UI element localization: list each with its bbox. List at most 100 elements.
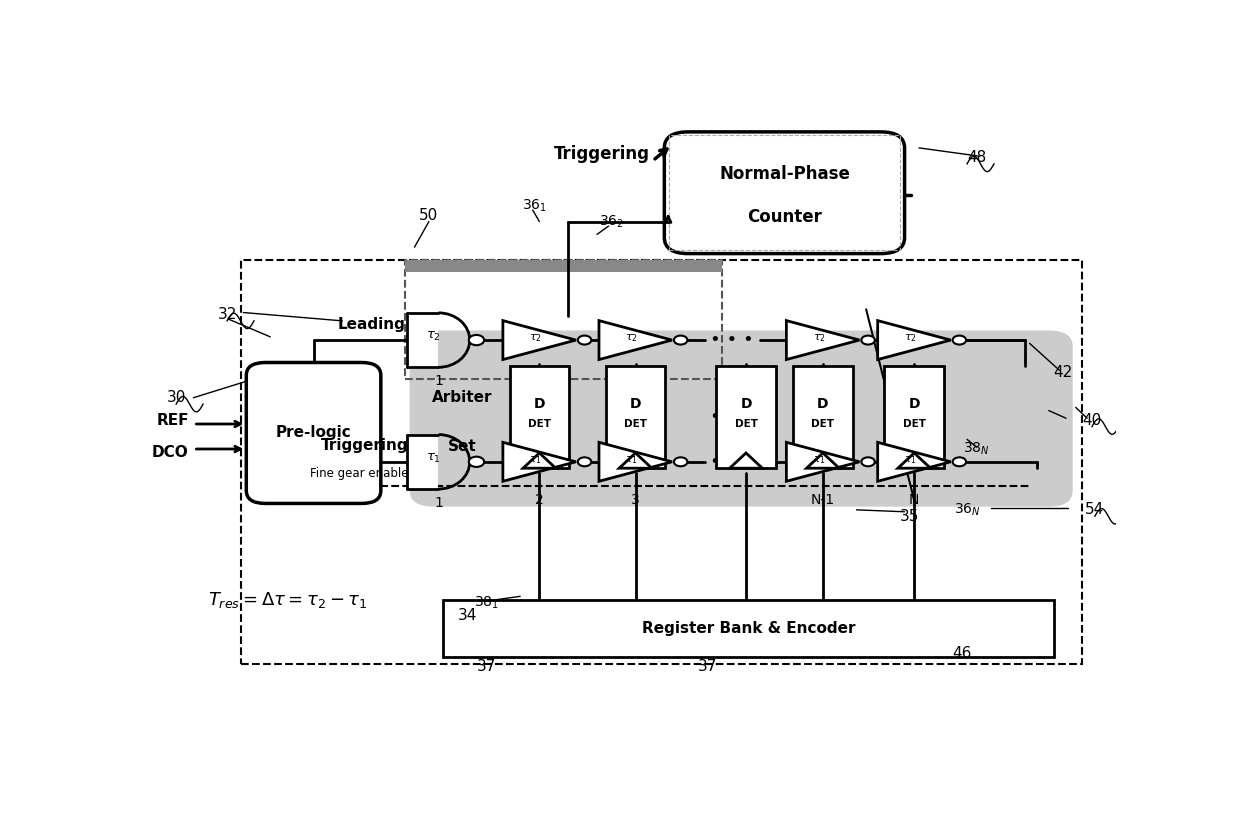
Polygon shape — [599, 320, 672, 359]
Text: Fine gear enable: Fine gear enable — [310, 467, 409, 480]
Bar — [884, 366, 944, 468]
Text: Triggering: Triggering — [554, 146, 650, 163]
Text: Normal-Phase: Normal-Phase — [719, 166, 849, 184]
Polygon shape — [898, 453, 930, 468]
Text: 3: 3 — [631, 493, 640, 508]
Polygon shape — [806, 453, 839, 468]
Bar — [404, 260, 722, 379]
Text: 2: 2 — [534, 493, 544, 508]
Text: 37: 37 — [698, 659, 717, 674]
Bar — [407, 434, 439, 489]
Text: $T_{res} = \Delta\tau = \tau_2 - \tau_1$: $T_{res} = \Delta\tau = \tau_2 - \tau_1$ — [208, 590, 367, 610]
Text: $\tau_1$: $\tau_1$ — [812, 454, 826, 466]
Text: $\tau_1$: $\tau_1$ — [529, 454, 542, 466]
Text: 30: 30 — [166, 390, 186, 405]
Circle shape — [469, 457, 484, 467]
Text: 37: 37 — [477, 659, 496, 674]
Text: 54: 54 — [1085, 503, 1105, 518]
Text: 48: 48 — [967, 150, 986, 165]
Circle shape — [862, 335, 874, 344]
Text: D: D — [740, 397, 751, 411]
Text: $\tau_2$: $\tau_2$ — [529, 332, 542, 344]
Bar — [242, 260, 1083, 664]
Text: D: D — [909, 397, 920, 411]
Text: $38_2$: $38_2$ — [614, 383, 639, 399]
Polygon shape — [786, 320, 859, 359]
Text: 2: 2 — [534, 372, 544, 385]
Circle shape — [578, 335, 591, 344]
Text: 35: 35 — [900, 508, 919, 524]
Circle shape — [952, 335, 966, 344]
Text: 40: 40 — [1083, 413, 1101, 428]
Circle shape — [675, 335, 687, 344]
Polygon shape — [619, 453, 652, 468]
Text: • • •: • • • — [709, 453, 754, 471]
Text: D: D — [533, 397, 546, 411]
Text: N: N — [909, 372, 919, 385]
Text: 46: 46 — [952, 646, 972, 661]
Circle shape — [952, 458, 966, 466]
Polygon shape — [523, 453, 556, 468]
Text: DCO: DCO — [151, 444, 188, 460]
Text: 32: 32 — [217, 307, 237, 322]
Text: $\tau_1$: $\tau_1$ — [427, 452, 441, 464]
Bar — [605, 366, 666, 468]
Text: N: N — [909, 493, 919, 508]
Text: Triggering: Triggering — [321, 438, 408, 453]
Polygon shape — [878, 320, 951, 359]
Text: 34: 34 — [458, 608, 477, 623]
Text: DET: DET — [528, 419, 551, 429]
Bar — [444, 600, 1054, 657]
Text: $\tau_2$: $\tau_2$ — [904, 332, 916, 344]
Text: 1: 1 — [434, 374, 443, 389]
Text: DET: DET — [624, 419, 647, 429]
Text: Leading: Leading — [337, 316, 405, 332]
Bar — [404, 260, 722, 271]
Text: REF: REF — [156, 414, 188, 428]
Text: $\tau_2$: $\tau_2$ — [812, 332, 826, 344]
Text: N-1: N-1 — [811, 372, 835, 385]
Text: Arbiter: Arbiter — [433, 390, 492, 405]
Bar — [794, 366, 853, 468]
Circle shape — [469, 335, 484, 345]
Text: $\tau_1$: $\tau_1$ — [904, 454, 916, 466]
Text: $36_N$: $36_N$ — [954, 502, 981, 518]
Polygon shape — [503, 320, 575, 359]
Bar — [510, 366, 569, 468]
Text: N-1: N-1 — [811, 493, 835, 508]
Polygon shape — [729, 453, 763, 468]
Circle shape — [675, 458, 687, 466]
Bar — [670, 135, 900, 250]
Text: $38_N$: $38_N$ — [963, 441, 990, 458]
Circle shape — [578, 458, 591, 466]
Text: Set: Set — [448, 439, 477, 454]
Text: $38_1$: $38_1$ — [474, 595, 498, 611]
Text: D: D — [630, 397, 641, 411]
Bar — [407, 313, 439, 367]
Text: $36_1$: $36_1$ — [522, 197, 547, 214]
Text: $\tau_2$: $\tau_2$ — [625, 332, 639, 344]
Text: 1: 1 — [434, 496, 443, 510]
Polygon shape — [786, 443, 859, 481]
Text: $36_2$: $36_2$ — [599, 213, 624, 230]
Polygon shape — [503, 443, 575, 481]
Text: DET: DET — [811, 419, 835, 429]
Bar — [717, 366, 776, 468]
Polygon shape — [599, 443, 672, 481]
Text: 50: 50 — [419, 208, 439, 223]
Polygon shape — [878, 443, 951, 481]
Text: • • •: • • • — [709, 331, 754, 349]
Text: DET: DET — [903, 419, 926, 429]
Text: • • •: • • • — [709, 408, 754, 426]
Text: DET: DET — [734, 419, 758, 429]
Text: Counter: Counter — [746, 208, 822, 226]
Text: Pre-logic: Pre-logic — [275, 425, 351, 440]
FancyBboxPatch shape — [247, 363, 381, 503]
Text: 3: 3 — [631, 372, 640, 385]
FancyBboxPatch shape — [665, 132, 905, 254]
Text: Register Bank & Encoder: Register Bank & Encoder — [641, 621, 856, 636]
Text: $\tau_2$: $\tau_2$ — [427, 329, 441, 343]
Text: $\tau_1$: $\tau_1$ — [625, 454, 639, 466]
FancyBboxPatch shape — [409, 330, 1073, 507]
Text: 42: 42 — [1054, 364, 1073, 379]
